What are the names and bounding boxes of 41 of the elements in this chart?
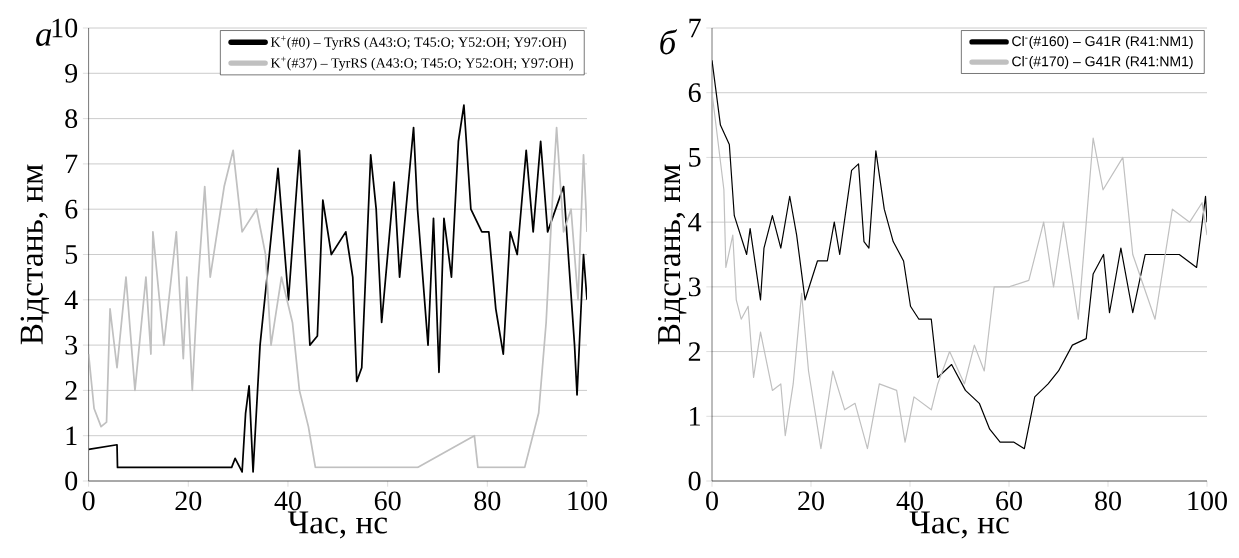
legend-label: Cl$^{-}$(#170) – G41R (R41:NM1) (1012, 56, 1193, 70)
x-tick-label: 60 (374, 491, 401, 511)
y-tick-label: 2 (688, 342, 701, 361)
y-tick-label: 3 (65, 335, 78, 355)
x-tick-label: 20 (798, 491, 824, 511)
y-tick-label: 7 (689, 18, 701, 38)
y-tick-label: 2 (65, 381, 77, 400)
x-tick-label: 20 (175, 491, 202, 511)
legend-label: K$^{+}$(#0) – TyrRS (A43:O; T45:O; Y52:OH; Y97:OH) (270, 35, 566, 50)
x-tick-label: 40 (896, 491, 923, 511)
x-tick-label: 0 (706, 491, 718, 511)
x-tick-label: 40 (274, 491, 301, 511)
y-tick-label: 8 (65, 109, 78, 129)
x-tick-label: 100 (1188, 491, 1227, 511)
y-tick-label: 3 (688, 277, 701, 297)
y-tick-label: 1 (66, 426, 77, 445)
x-tick-label: 100 (568, 491, 607, 511)
y-tick-label: 0 (65, 471, 78, 491)
chart-title: а (36, 29, 52, 46)
y-tick-label: 5 (65, 245, 78, 264)
y-tick-label: 0 (688, 471, 701, 491)
x-tick-label: 60 (996, 491, 1022, 511)
y-tick-label: 4 (688, 212, 702, 232)
legend-label: Cl$^{-}$(#160) – G41R (R41:NM1) (1012, 35, 1193, 49)
y-axis-title: Відстань, нм (657, 164, 687, 345)
legend-label: K$^{+}$(#37) – TyrRS (A43:O; T45:O; Y52:OH; Y97:OH) (270, 56, 573, 71)
x-tick-label: 80 (474, 491, 501, 511)
y-tick-label: 1 (690, 407, 700, 426)
y-tick-label: 6 (65, 199, 78, 219)
y-tick-label: 7 (66, 154, 78, 174)
y-tick-label: 4 (64, 290, 78, 310)
x-axis-title: Час, нс (909, 511, 1009, 539)
chart-title: б (660, 29, 678, 55)
y-tick-label: 5 (689, 148, 701, 167)
y-tick-label: 9 (65, 63, 78, 83)
y-axis-title: Відстань, нм (20, 164, 50, 345)
x-axis-title: Час, нс (287, 511, 388, 539)
y-tick-label: 6 (688, 83, 701, 103)
y-tick-label: 10 (52, 18, 78, 38)
x-tick-label: 80 (1095, 491, 1121, 511)
x-tick-label: 0 (82, 491, 95, 511)
